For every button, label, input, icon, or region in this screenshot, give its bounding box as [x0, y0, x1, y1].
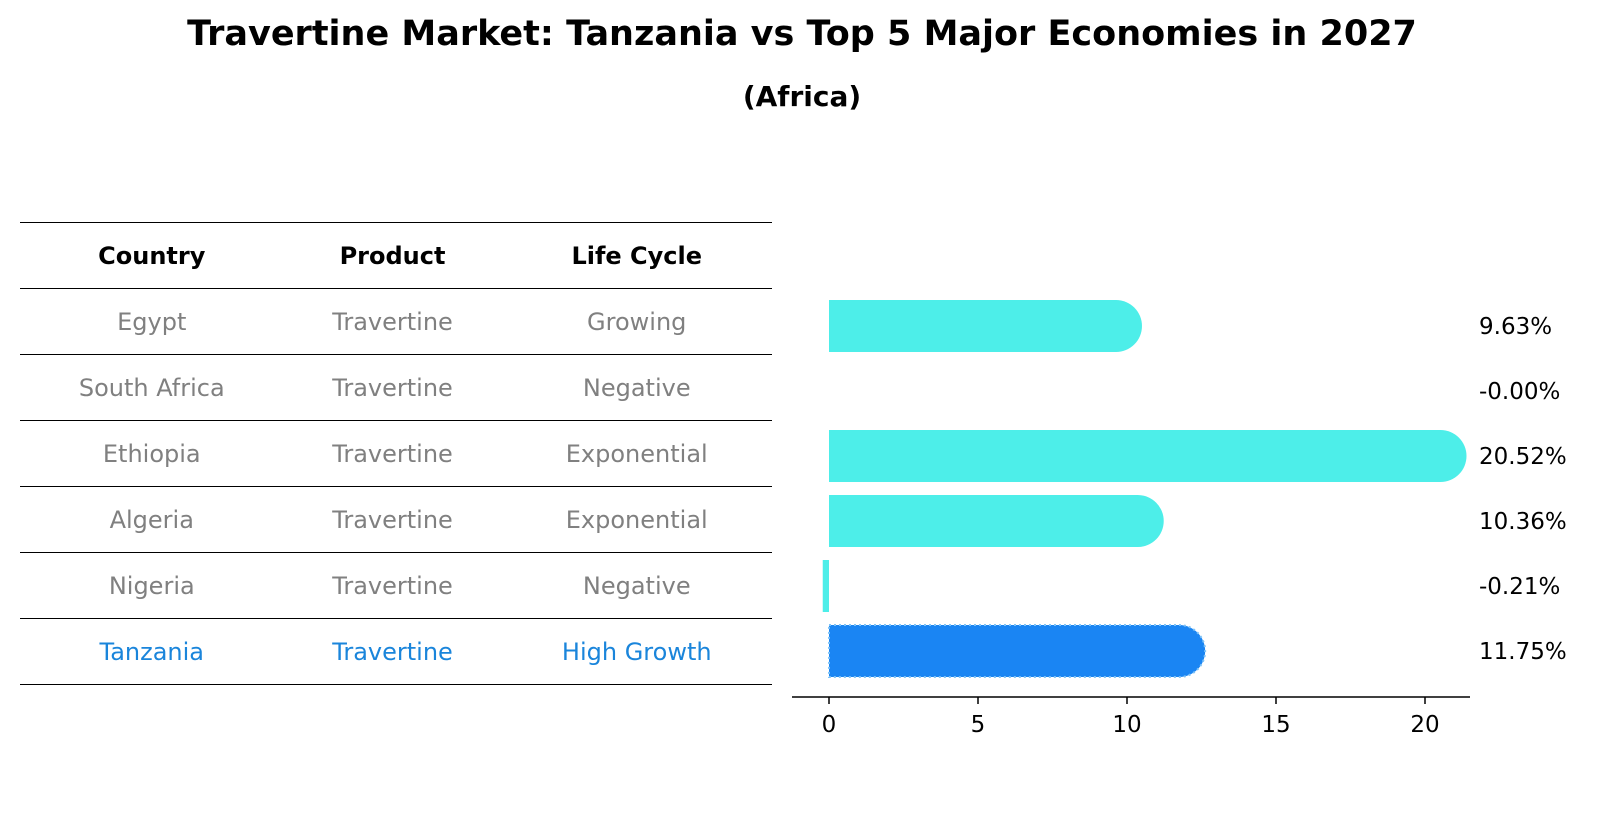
bar-algeria [829, 495, 1164, 547]
x-tick-label: 15 [1261, 712, 1290, 738]
cell-life-cycle: Negative [501, 552, 772, 619]
value-label: 11.75% [1479, 639, 1567, 665]
x-tick-label: 5 [971, 712, 986, 738]
cell-life-cycle: Exponential [501, 486, 772, 553]
cell-product: Travertine [283, 354, 502, 421]
cell-product: Travertine [283, 486, 502, 553]
cell-country: Ethiopia [20, 420, 284, 487]
cell-country: Nigeria [20, 552, 284, 619]
value-label: 10.36% [1479, 509, 1567, 535]
table-row: Nigeria Travertine Negative [20, 552, 772, 619]
cell-life-cycle: High Growth [501, 618, 772, 685]
bar-tanzania [828, 624, 1207, 678]
value-label: -0.00% [1479, 379, 1560, 405]
cell-product: Travertine [283, 618, 502, 685]
value-label: 9.63% [1479, 314, 1552, 340]
value-label: -0.21% [1479, 574, 1560, 600]
chart-title: Travertine Market: Tanzania vs Top 5 Maj… [187, 14, 1417, 54]
chart-subtitle: (Africa) [742, 80, 862, 113]
table-row-highlight: Tanzania Travertine High Growth [20, 618, 772, 685]
cell-product: Travertine [283, 288, 502, 355]
x-tick-label: 0 [822, 712, 837, 738]
header-country: Country [20, 222, 284, 289]
header-life-cycle: Life Cycle [501, 222, 772, 289]
bar-egypt [829, 300, 1142, 352]
cell-country: South Africa [20, 354, 284, 421]
cell-life-cycle: Negative [501, 354, 772, 421]
table-header-row: Country Product Life Cycle [20, 222, 772, 289]
cell-country: Egypt [20, 288, 284, 355]
cell-life-cycle: Exponential [501, 420, 772, 487]
bar-nigeria [822, 560, 829, 612]
x-tick-label: 20 [1410, 712, 1439, 738]
value-label: 20.52% [1479, 444, 1567, 470]
cell-life-cycle: Growing [501, 288, 772, 355]
cell-product: Travertine [283, 420, 502, 487]
table-row: South Africa Travertine Negative [20, 354, 772, 421]
table-row: Egypt Travertine Growing [20, 288, 772, 355]
bar-ethiopia [829, 430, 1467, 482]
table-row: Ethiopia Travertine Exponential [20, 420, 772, 487]
cell-country: Algeria [20, 486, 284, 553]
table-row: Algeria Travertine Exponential [20, 486, 772, 553]
cell-country: Tanzania [20, 618, 284, 685]
country-table: Country Product Life Cycle Egypt Travert… [20, 222, 772, 685]
x-tick-label: 10 [1112, 712, 1141, 738]
header-product: Product [283, 222, 502, 289]
cell-product: Travertine [283, 552, 502, 619]
